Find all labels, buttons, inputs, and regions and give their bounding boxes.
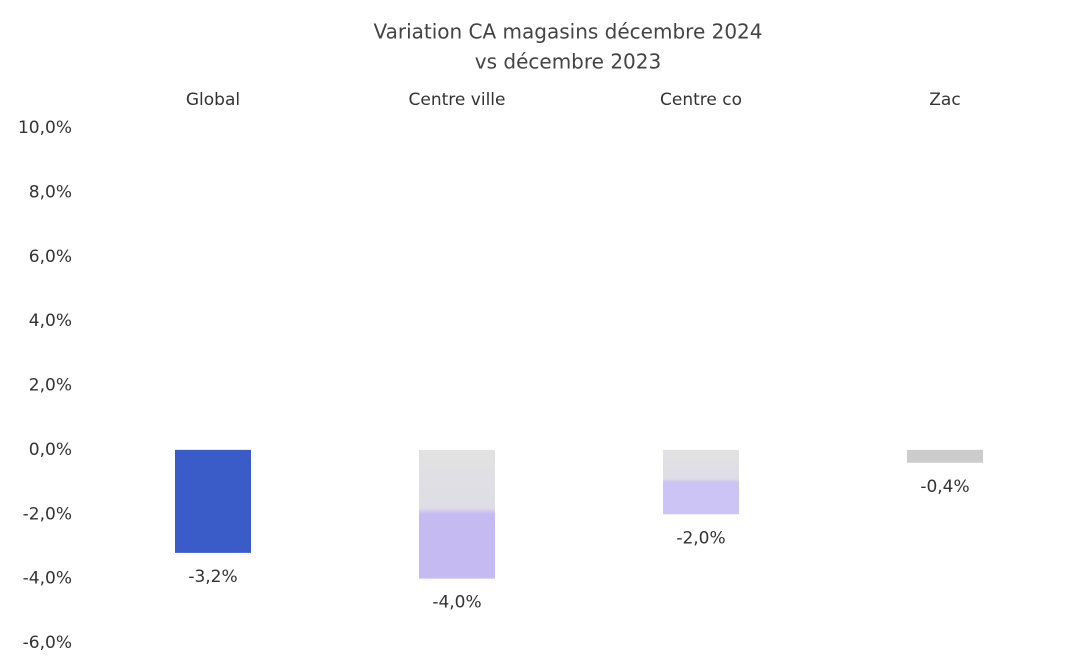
chart-title: vs décembre 2023 (475, 50, 661, 74)
y-tick-label: -2,0% (23, 504, 72, 524)
bar (907, 449, 983, 463)
y-tick-label: 0,0% (29, 440, 72, 460)
value-label: -2,0% (676, 528, 725, 548)
y-tick-label: 2,0% (29, 376, 72, 396)
y-tick-label: 6,0% (29, 247, 72, 267)
y-tick-label: 8,0% (29, 182, 72, 202)
y-tick-label: -4,0% (23, 569, 72, 589)
x-tick-label: Centre ville (409, 90, 506, 110)
x-tick-label: Zac (929, 90, 960, 110)
chart-title: Variation CA magasins décembre 2024 (373, 20, 762, 44)
bar (175, 449, 251, 553)
x-tick-label: Centre co (660, 90, 742, 110)
bar (419, 449, 495, 579)
x-tick-label: Global (186, 90, 240, 110)
y-tick-label: 4,0% (29, 311, 72, 331)
bar (663, 449, 739, 515)
y-tick-label: -6,0% (23, 633, 72, 653)
y-tick-label: 10,0% (18, 118, 72, 138)
value-label: -3,2% (188, 567, 237, 587)
value-label: -4,0% (432, 593, 481, 613)
value-label: -0,4% (920, 477, 969, 497)
